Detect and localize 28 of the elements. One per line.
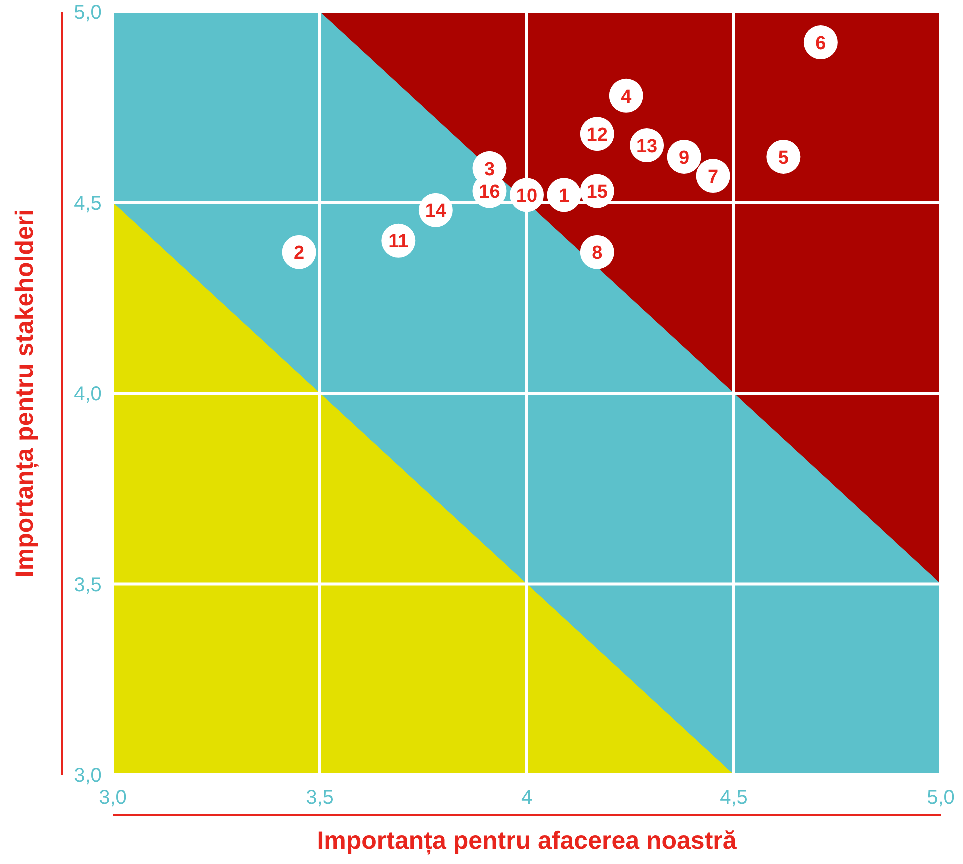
annotation: 6 [816, 33, 826, 54]
x-tick-label: 4,5 [720, 787, 748, 810]
annotation: 2 [294, 243, 305, 264]
y-tick-label: 4,0 [74, 384, 102, 406]
y-tick-label: 5,0 [74, 2, 102, 24]
annotation: 3 [484, 159, 496, 180]
annotation: 13 [636, 136, 658, 158]
y-axis-title: Importanța pentru stakeholderi [11, 209, 39, 578]
annotation: 10 [516, 186, 538, 207]
annotation: 1 [558, 186, 570, 207]
annotation: 8 [592, 243, 603, 264]
x-tick-label: 4 [521, 787, 533, 810]
annotation: 15 [586, 182, 608, 204]
x-tick-label: 3,0 [99, 787, 127, 810]
x-tick-label: 3,5 [306, 787, 334, 810]
x-tick-label: 5,0 [927, 787, 955, 810]
annotation: 5 [778, 148, 790, 169]
annotation: 7 [708, 166, 719, 188]
annotation: 11 [388, 232, 410, 253]
x-axis-title: Importanța pentru afacerea noastră [317, 827, 738, 855]
y-tick-label: 3,5 [74, 574, 102, 596]
annotation: 12 [586, 124, 608, 146]
y-tick-label: 3,0 [74, 765, 102, 788]
y-tick-label: 4,5 [74, 192, 102, 215]
annotation: 14 [425, 201, 447, 222]
annotation: 16 [479, 182, 500, 204]
annotation: 4 [621, 86, 632, 108]
annotation: 9 [679, 148, 690, 169]
